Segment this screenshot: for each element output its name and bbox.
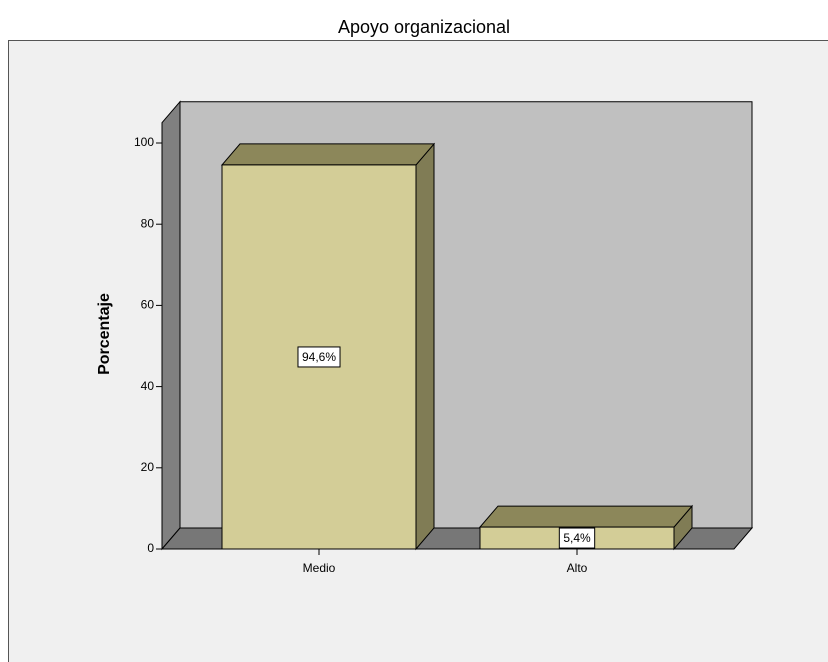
left-wall xyxy=(161,100,181,551)
y-tick-label: 40 xyxy=(141,379,155,393)
bar-top xyxy=(220,143,436,166)
y-tick-label: 0 xyxy=(147,541,154,555)
value-label-box xyxy=(558,527,596,549)
bar-top xyxy=(478,505,694,528)
y-tick-label: 100 xyxy=(134,135,154,149)
x-tick-label: Alto xyxy=(567,561,588,575)
y-tick-label: 80 xyxy=(141,216,155,230)
value-label-box xyxy=(297,346,341,368)
value-label: 5,4% xyxy=(563,531,591,545)
value-label: 94,6% xyxy=(302,350,336,364)
x-tick-label: Medio xyxy=(303,561,336,575)
y-axis-label: Porcentaje xyxy=(96,293,113,375)
y-tick-label: 60 xyxy=(141,298,155,312)
chart-title: Apoyo organizacional xyxy=(338,17,510,37)
y-tick-label: 20 xyxy=(141,460,155,474)
bar-side xyxy=(415,142,435,551)
